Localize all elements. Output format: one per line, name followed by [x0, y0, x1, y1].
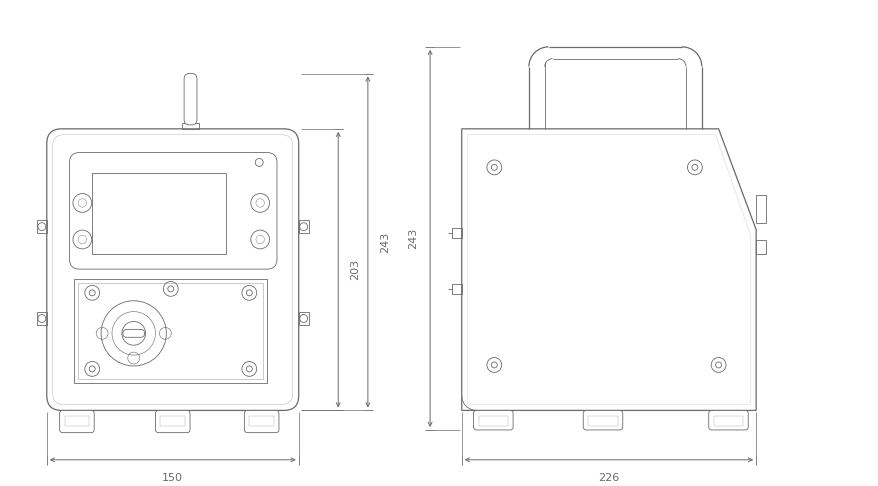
Bar	[160, 416, 185, 426]
Text: 226: 226	[598, 473, 619, 483]
FancyBboxPatch shape	[123, 330, 144, 337]
Bar	[451, 284, 461, 294]
FancyBboxPatch shape	[708, 410, 747, 430]
Bar	[75, 279, 267, 383]
FancyBboxPatch shape	[244, 410, 278, 433]
FancyBboxPatch shape	[473, 410, 513, 430]
Text: 243: 243	[407, 228, 418, 249]
FancyBboxPatch shape	[184, 73, 197, 125]
Bar	[78, 283, 263, 379]
FancyBboxPatch shape	[53, 135, 292, 404]
Bar	[478, 416, 507, 426]
Bar	[299, 220, 308, 233]
Bar	[299, 312, 308, 325]
Bar	[755, 241, 765, 254]
Text: 203: 203	[349, 259, 360, 280]
Bar	[755, 195, 765, 223]
Bar	[249, 416, 274, 426]
Bar	[713, 416, 743, 426]
FancyBboxPatch shape	[583, 410, 622, 430]
Bar	[587, 416, 617, 426]
Bar	[37, 312, 47, 325]
FancyBboxPatch shape	[69, 153, 277, 269]
Bar	[182, 123, 198, 129]
Text: 150: 150	[162, 473, 183, 483]
FancyBboxPatch shape	[47, 129, 299, 410]
Bar	[37, 220, 47, 233]
FancyBboxPatch shape	[155, 410, 190, 433]
FancyBboxPatch shape	[60, 410, 94, 433]
Bar	[92, 174, 226, 254]
Text: 243: 243	[379, 231, 389, 253]
Bar	[64, 416, 90, 426]
Bar	[451, 227, 461, 238]
